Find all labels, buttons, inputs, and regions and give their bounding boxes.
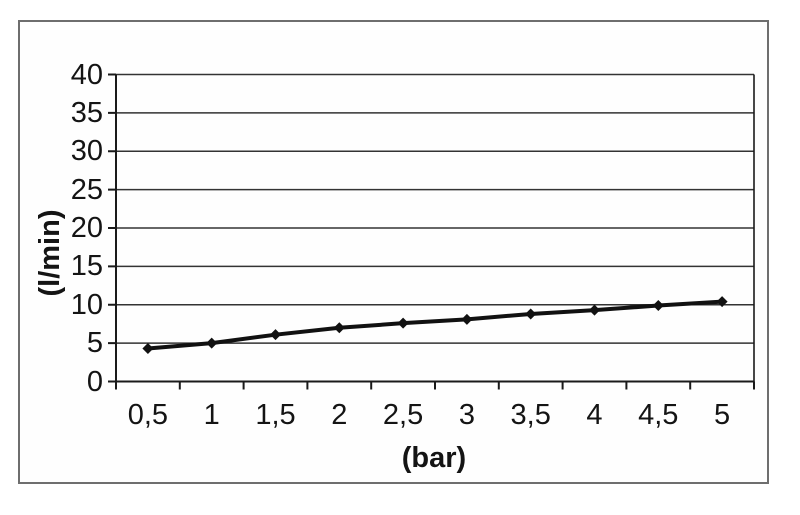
y-tick-label: 5 bbox=[86, 327, 103, 360]
data-point-marker bbox=[270, 329, 281, 341]
y-tick-label: 30 bbox=[70, 135, 103, 168]
data-point-marker bbox=[652, 300, 664, 312]
data-point-marker bbox=[206, 337, 218, 349]
y-axis-title: (l/min) bbox=[34, 209, 66, 297]
data-point-marker bbox=[525, 308, 537, 320]
x-tick-label: 5 bbox=[714, 399, 731, 431]
data-point-marker bbox=[142, 342, 154, 354]
y-tick-label: 10 bbox=[70, 288, 103, 321]
data-point-marker bbox=[716, 296, 728, 308]
x-tick-label: 3 bbox=[458, 399, 475, 431]
y-tick-label: 25 bbox=[70, 173, 103, 206]
series-line bbox=[147, 299, 723, 351]
x-tick-label: 4,5 bbox=[638, 399, 679, 431]
data-point-marker bbox=[461, 313, 473, 325]
chart-frame bbox=[18, 20, 769, 484]
x-tick-label: 1,5 bbox=[255, 399, 296, 431]
x-tick-label: 1 bbox=[203, 399, 220, 431]
data-point-marker bbox=[589, 304, 600, 316]
y-tick-label: 40 bbox=[70, 58, 103, 91]
y-tick-label: 0 bbox=[86, 365, 103, 398]
y-tick-label: 20 bbox=[70, 212, 103, 244]
x-tick-label: 2,5 bbox=[382, 399, 424, 431]
y-tick-label: 15 bbox=[70, 250, 103, 283]
x-tick-label: 0,5 bbox=[127, 399, 169, 431]
y-tick-label: 35 bbox=[70, 96, 103, 129]
x-tick-label: 4 bbox=[586, 399, 603, 431]
x-tick-label: 3,5 bbox=[510, 399, 551, 431]
x-axis-title: (bar) bbox=[401, 442, 467, 474]
data-point-marker bbox=[397, 317, 409, 329]
data-point-marker bbox=[333, 322, 345, 334]
x-tick-label: 2 bbox=[331, 399, 348, 431]
